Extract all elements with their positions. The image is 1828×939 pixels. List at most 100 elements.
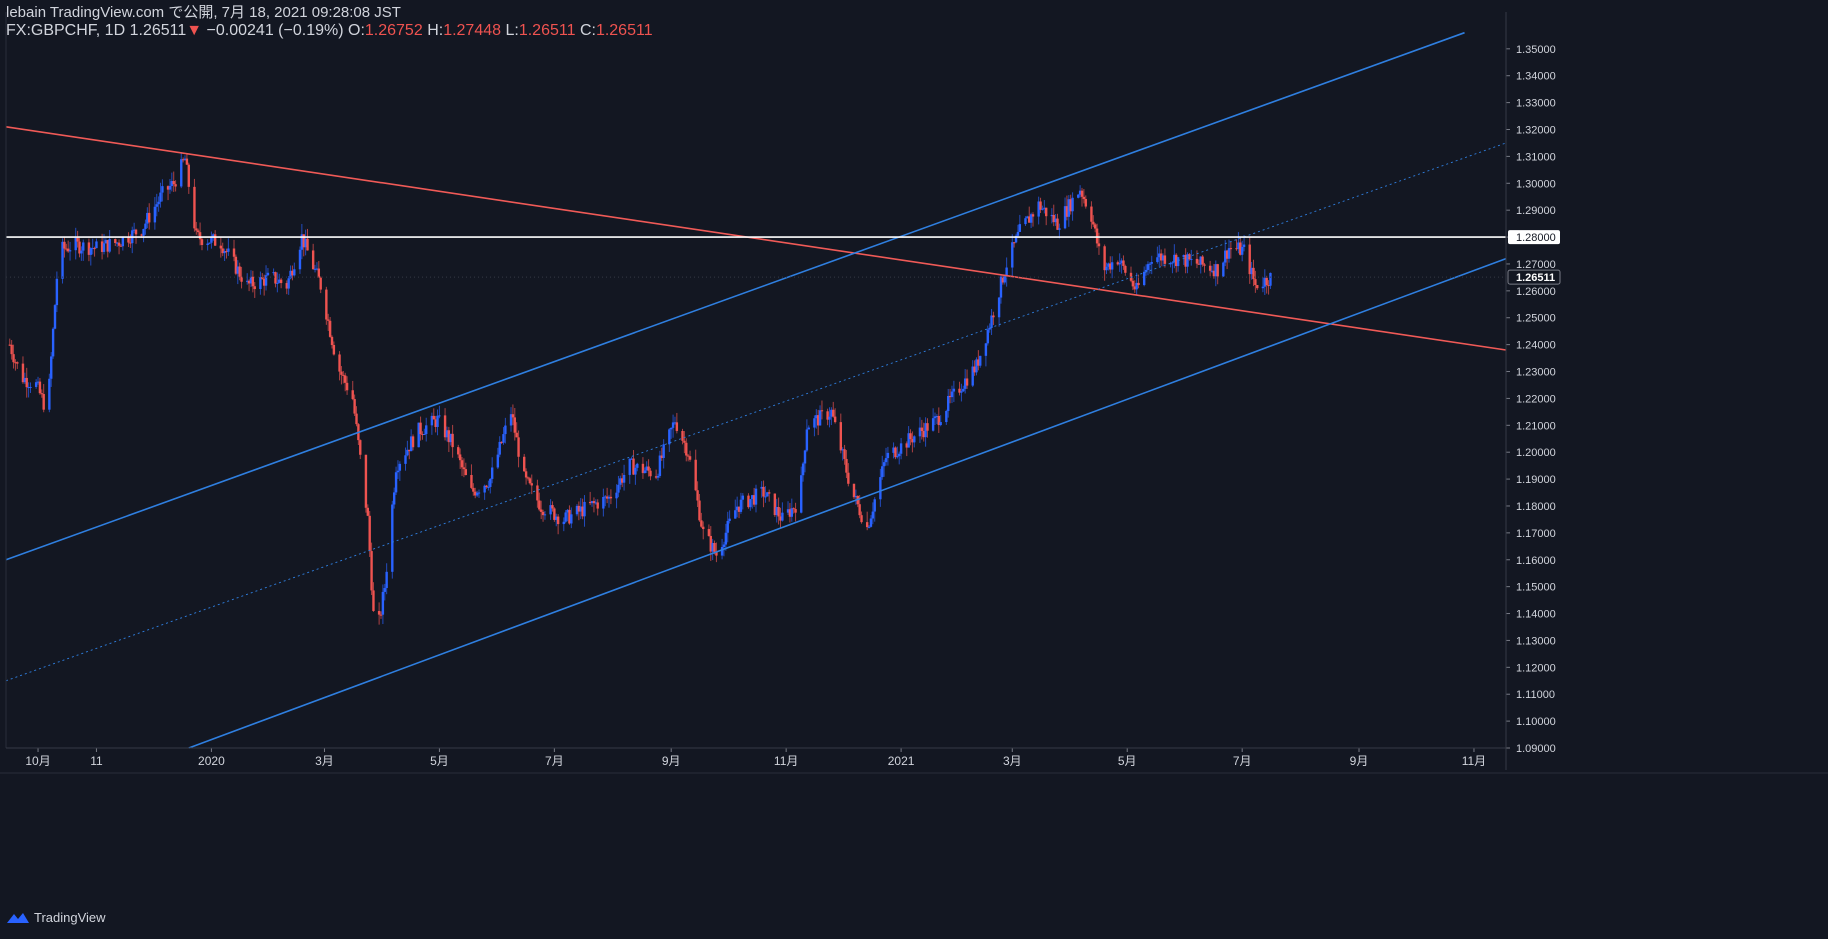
level-price-tag-bg xyxy=(1508,230,1560,245)
candle-body xyxy=(238,266,241,277)
candle-body xyxy=(276,282,279,284)
candle-body xyxy=(232,248,236,257)
candle-body xyxy=(973,366,976,373)
channel-middle-line[interactable] xyxy=(5,142,1507,682)
candle-body xyxy=(971,366,974,386)
candle-body xyxy=(962,388,965,392)
candle-body xyxy=(833,416,837,423)
candle-body xyxy=(752,495,756,505)
candle-body xyxy=(602,496,605,509)
candle-body xyxy=(739,499,743,512)
candle-body xyxy=(662,444,665,458)
candle-body xyxy=(696,490,699,501)
candle-body xyxy=(29,386,32,388)
candle-body xyxy=(579,506,582,512)
candle-body xyxy=(564,512,567,522)
candle-body xyxy=(1224,250,1227,263)
candle-body xyxy=(134,229,138,235)
candle-body xyxy=(709,535,712,552)
candle-body xyxy=(1120,260,1123,264)
candle-body xyxy=(1093,224,1097,229)
candle-body xyxy=(1173,254,1176,263)
candle-body xyxy=(115,242,119,244)
candle-body xyxy=(751,495,754,500)
candle-body xyxy=(879,477,882,500)
candle-body xyxy=(1071,197,1074,212)
candle-body xyxy=(474,491,477,496)
candle-body xyxy=(1269,272,1272,286)
candle-body xyxy=(779,516,782,521)
candle-body xyxy=(965,378,969,386)
candle-body xyxy=(144,223,147,229)
candle-body xyxy=(517,437,520,457)
candle-body xyxy=(767,492,771,494)
price-tick-label: 1.10000 xyxy=(1516,716,1556,728)
candle-body xyxy=(91,248,94,250)
candle-body xyxy=(896,456,899,458)
candle-body xyxy=(988,327,991,330)
footer-brand[interactable]: TradingView xyxy=(6,910,106,925)
candle-body xyxy=(671,422,675,428)
candle-body xyxy=(628,458,631,475)
candle-body xyxy=(155,204,158,207)
close-value: 1.26511 xyxy=(595,22,653,39)
candle-body xyxy=(918,427,922,437)
candle-body xyxy=(119,245,123,247)
resistance-trendline[interactable] xyxy=(5,126,1507,351)
candle-body xyxy=(489,478,492,487)
candle-body xyxy=(999,276,1003,298)
candle-body xyxy=(1137,282,1140,286)
candle-body xyxy=(153,206,157,223)
candle-body xyxy=(1254,279,1257,286)
candle-body xyxy=(278,279,281,283)
candle-body xyxy=(788,509,792,517)
candle-body xyxy=(253,286,256,290)
candle-body xyxy=(1056,218,1059,230)
symbol-label[interactable]: FX:GBPCHF, 1D xyxy=(6,22,126,39)
candle-body xyxy=(549,505,552,515)
time-tick-label: 5月 xyxy=(430,754,449,768)
candle-body xyxy=(1080,190,1084,197)
candle-body xyxy=(193,186,196,229)
candle-body xyxy=(1103,246,1106,271)
candle-body xyxy=(905,443,908,448)
candle-body xyxy=(1161,255,1165,261)
candle-body xyxy=(406,449,409,456)
candle-body xyxy=(636,463,639,468)
candle-body xyxy=(159,192,162,202)
last-price-tag: 1.26511 xyxy=(1516,272,1555,284)
candle-body xyxy=(55,278,59,306)
time-tick-label: 11月 xyxy=(1462,754,1486,768)
candle-body xyxy=(735,506,739,511)
candle-body xyxy=(592,501,596,504)
channel-lower-line[interactable] xyxy=(188,257,1507,749)
candle-body xyxy=(786,509,790,513)
candle-body xyxy=(87,242,91,255)
channel-upper-line[interactable] xyxy=(5,31,1465,561)
candle-body xyxy=(251,276,255,287)
candle-body xyxy=(524,471,528,478)
candle-body xyxy=(174,184,177,187)
time-tick-label: 3月 xyxy=(1003,754,1022,768)
candle-body xyxy=(960,391,963,393)
candle-body xyxy=(882,462,886,467)
down-arrow-icon: ▼ xyxy=(186,22,203,39)
candle-body xyxy=(813,418,816,428)
time-tick-label: 11 xyxy=(90,754,103,768)
candle-body xyxy=(1028,216,1031,223)
time-tick-label: 9月 xyxy=(1350,754,1369,768)
candle-body xyxy=(894,447,897,458)
candle-body xyxy=(794,509,797,513)
tradingview-logo-icon xyxy=(7,912,29,923)
candle-body xyxy=(713,543,716,552)
candle-body xyxy=(530,483,533,486)
candle-body xyxy=(775,506,778,516)
candle-body xyxy=(1105,266,1108,271)
candle-body xyxy=(262,278,266,286)
candle-body xyxy=(157,201,160,205)
candle-body xyxy=(78,241,81,254)
low-label: L: xyxy=(505,22,519,39)
candle-body xyxy=(536,485,539,501)
candle-body xyxy=(860,515,863,523)
